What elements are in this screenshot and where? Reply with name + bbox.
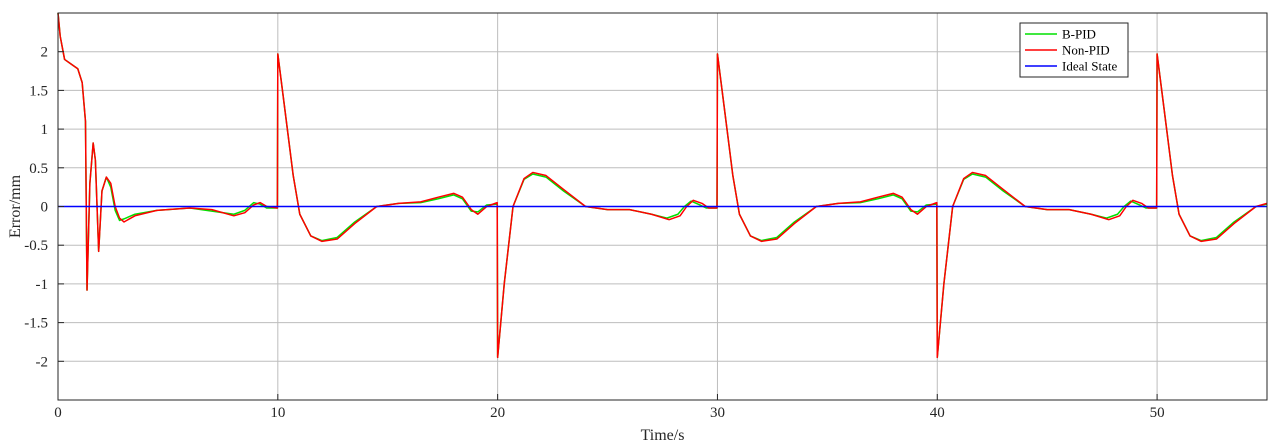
x-tick-label: 30 [710, 405, 725, 421]
y-tick-label: 0.5 [29, 161, 48, 177]
y-tick-label: 0 [41, 200, 49, 216]
legend-label: Ideal State [1062, 59, 1117, 74]
series-layer [57, 12, 1268, 359]
y-axis-label: Error/mm [7, 174, 24, 238]
legend-label: B-PID [1062, 27, 1096, 42]
legend-label: Non-PID [1062, 43, 1110, 58]
x-tick-label: 10 [270, 405, 285, 421]
series-line-non-pid [57, 12, 1268, 359]
x-tick-label: 40 [930, 405, 945, 421]
x-tick-label: 20 [490, 405, 505, 421]
y-tick-label: 2 [41, 45, 49, 61]
y-tick-label: -1.5 [24, 316, 48, 332]
x-axis-label: Time/s [641, 427, 685, 444]
y-tick-label: -1 [36, 277, 49, 293]
y-tick-label: 1 [41, 122, 49, 138]
y-tick-label: 1.5 [29, 83, 48, 99]
y-tick-label: -0.5 [24, 238, 48, 254]
x-tick-label: 0 [54, 405, 62, 421]
y-tick-label: -2 [36, 354, 49, 370]
x-tick-label: 50 [1150, 405, 1165, 421]
tick-labels: 0 10 20 30 40 50 2 1.5 1 0.5 0 -0.5 -1 -1.5 -2 [24, 45, 1164, 421]
